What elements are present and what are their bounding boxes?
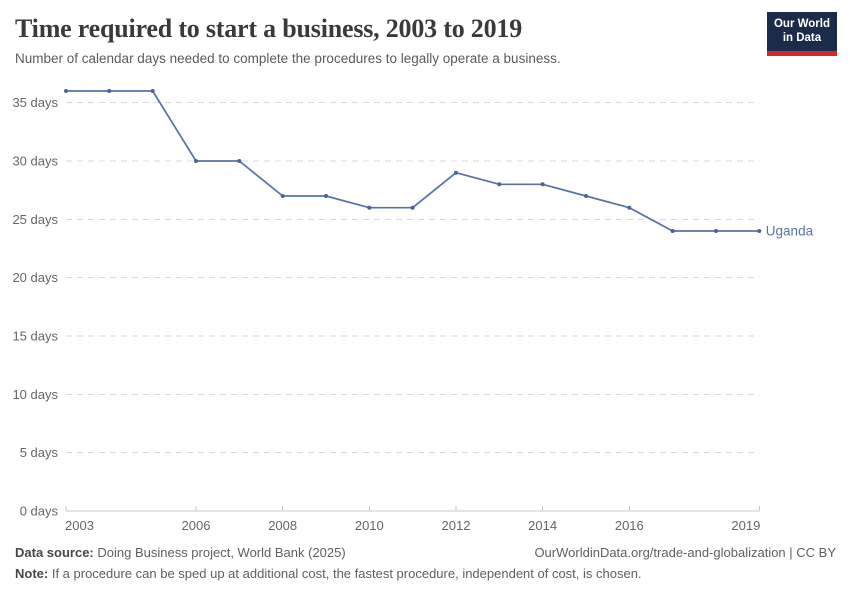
data-point <box>324 194 328 198</box>
data-point <box>714 229 718 233</box>
data-point <box>367 205 372 210</box>
note-label: Note: <box>15 565 49 581</box>
data-point <box>497 182 502 187</box>
series-end-label: Uganda <box>766 223 814 238</box>
data-point <box>454 170 458 175</box>
x-tick-label: 2014 <box>528 518 557 533</box>
data-source-text: Doing Business project, World Bank (2025… <box>93 545 346 560</box>
y-tick-label: 25 days <box>12 212 58 227</box>
owid-logo-line1: Our World <box>773 18 830 30</box>
chart-note: Note: If a procedure can be sped up at a… <box>15 565 836 584</box>
y-tick-label: 30 days <box>12 153 58 168</box>
page-title: Time required to start a business, 2003 … <box>15 14 523 43</box>
y-tick-label: 35 days <box>12 95 58 110</box>
x-tick-label: 2010 <box>355 518 384 533</box>
data-point <box>64 89 68 93</box>
y-tick-label: 20 days <box>12 270 58 285</box>
x-tick-label: 2006 <box>182 518 211 533</box>
license-text: OurWorldinData.org/trade-and-globalizati… <box>534 545 836 560</box>
x-tick-label: 2019 <box>731 518 760 533</box>
x-tick-label: 2008 <box>268 518 297 533</box>
note-text: If a procedure can be sped up at additio… <box>48 565 642 581</box>
data-point <box>194 159 198 163</box>
data-point <box>627 205 632 210</box>
data-point <box>150 89 155 93</box>
data-point <box>584 194 588 198</box>
x-tick-label: 2012 <box>442 518 471 533</box>
owid-logo: Our World in Data <box>766 12 837 56</box>
data-point <box>540 182 545 187</box>
owid-logo-line2: in Data <box>782 32 822 45</box>
chart-canvas: 0 days 5 days 10 days 15 days 20 days 25 days… <box>12 89 814 533</box>
data-point <box>757 229 762 233</box>
y-tick-label: 5 days <box>20 445 59 460</box>
line-chart: 0 days 5 days 10 days 15 days 20 days 25 days… <box>0 70 850 540</box>
x-tick-label: 2016 <box>615 518 644 533</box>
data-point <box>410 205 415 210</box>
data-point <box>107 89 112 93</box>
data-source-label: Data source: <box>15 545 94 560</box>
data-point <box>237 159 242 163</box>
data-source: Data source: Doing Business project, Wor… <box>15 544 346 563</box>
data-point <box>670 229 675 233</box>
y-tick-label: 0 days <box>20 504 59 519</box>
x-tick-label: 2003 <box>65 518 94 533</box>
chart-subtitle: Number of calendar days needed to comple… <box>15 51 561 66</box>
y-tick-label: 15 days <box>12 328 58 343</box>
y-tick-label: 10 days <box>12 387 58 402</box>
chart-footer: Data source: Doing Business project, Wor… <box>15 544 836 584</box>
data-point <box>280 194 285 198</box>
